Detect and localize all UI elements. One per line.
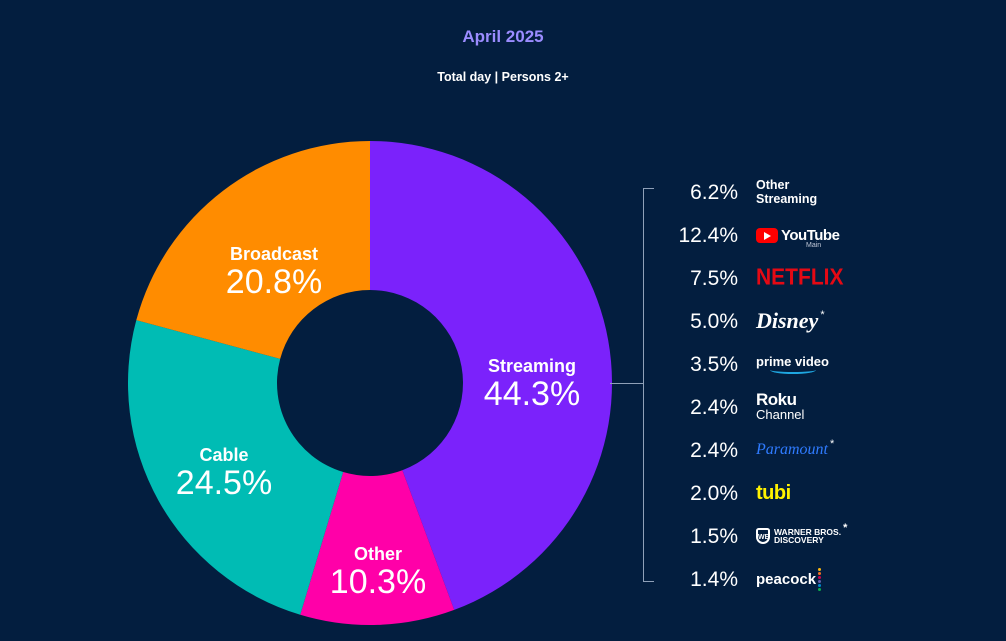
other-streaming-line1: Other: [756, 178, 790, 192]
wbd-line2: DISCOVERY: [774, 535, 824, 545]
netflix-wordmark: NETFLIX: [756, 264, 844, 291]
breakdown-row-tubi: 2.0% tubi: [660, 478, 880, 508]
breakdown-row-wbd: 1.5% WB WARNER BROS. DISCOVERY *: [660, 521, 880, 551]
prime-smile-icon: [770, 366, 816, 374]
breakdown-row-youtube: 12.4% YouTube Main: [660, 220, 880, 250]
breakdown-value: 6.2%: [690, 181, 738, 204]
slice-name-label: Streaming: [488, 356, 576, 376]
prime-video-logo: prime video: [756, 349, 886, 379]
donut-slice-other: [300, 470, 455, 625]
breakdown-row-roku: 2.4% Roku Channel: [660, 391, 880, 422]
slice-name-label: Cable: [199, 445, 248, 465]
breakdown-connector: [610, 383, 644, 384]
breakdown-value: 2.4%: [690, 439, 738, 462]
disney-logo: Disney *: [756, 306, 886, 336]
slice-value-label: 44.3%: [484, 375, 580, 413]
breakdown-value: 7.5%: [690, 267, 738, 290]
peacock-logo: peacock: [756, 564, 886, 594]
breakdown-value: 2.4%: [690, 396, 738, 419]
breakdown-value: 3.5%: [690, 353, 738, 376]
roku-wordmark: Roku: [756, 390, 797, 409]
wbd-line1: WARNER BROS.: [774, 527, 842, 537]
paramount-logo: Paramount *: [756, 435, 886, 465]
slice-value-label: 10.3%: [330, 563, 426, 601]
disney-wordmark: Disney: [756, 308, 819, 333]
other-streaming-label: Other Streaming: [756, 177, 886, 207]
breakdown-row-paramount: 2.4% Paramount *: [660, 435, 880, 465]
peacock-dots-icon: [818, 567, 822, 591]
asterisk-mark: *: [843, 522, 848, 534]
other-streaming-line2: Streaming: [756, 192, 818, 206]
youtube-sub-label: Main: [806, 242, 822, 249]
roku-channel-logo: Roku Channel: [756, 390, 886, 422]
slice-value-label: 20.8%: [226, 263, 322, 301]
donut-slice-streaming: [370, 141, 612, 610]
tubi-wordmark: tubi: [756, 481, 791, 504]
peacock-dot: [818, 579, 822, 583]
peacock-dot: [818, 583, 822, 587]
tubi-logo: tubi: [756, 478, 886, 508]
wbd-wordmark: WARNER BROS. DISCOVERY: [774, 527, 842, 545]
breakdown-row-prime-video: 3.5% prime video: [660, 349, 880, 379]
breakdown-bracket: [643, 188, 654, 582]
breakdown-value: 1.4%: [690, 568, 738, 591]
youtube-logo: YouTube Main: [756, 220, 886, 250]
breakdown-value: 1.5%: [690, 525, 738, 548]
breakdown-row-disney: 5.0% Disney *: [660, 306, 880, 336]
paramount-wordmark: Paramount: [756, 441, 828, 458]
peacock-dot: [818, 571, 822, 575]
breakdown-row-peacock: 1.4% peacock: [660, 564, 880, 594]
slice-value-label: 24.5%: [176, 464, 272, 502]
donut-slice-cable: [128, 320, 344, 615]
wbd-logo: WB WARNER BROS. DISCOVERY *: [756, 521, 886, 551]
breakdown-row-netflix: 7.5% NETFLIX: [660, 263, 880, 293]
peacock-dot: [818, 587, 822, 591]
netflix-logo: NETFLIX: [756, 263, 886, 293]
slice-name-label: Other: [354, 544, 402, 564]
breakdown-row-other-streaming: 6.2% Other Streaming: [660, 177, 880, 207]
chart-subtitle: Total day | Persons 2+: [437, 70, 569, 84]
peacock-wordmark: peacock: [756, 570, 817, 588]
youtube-play-icon: [756, 227, 778, 243]
wb-shield-icon: WB: [756, 528, 770, 544]
slice-name-label: Broadcast: [230, 244, 318, 264]
peacock-dot: [818, 567, 822, 571]
peacock-dot: [818, 575, 822, 579]
breakdown-value: 2.0%: [690, 482, 738, 505]
roku-channel-text: Channel: [756, 407, 805, 422]
youtube-wordmark: YouTube: [781, 226, 840, 244]
asterisk-mark: *: [830, 438, 835, 450]
breakdown-value: 5.0%: [690, 310, 738, 333]
donut-slice-broadcast: [136, 141, 370, 359]
breakdown-value: 12.4%: [678, 224, 738, 247]
chart-title: April 2025: [462, 27, 544, 46]
asterisk-mark: *: [820, 309, 825, 321]
